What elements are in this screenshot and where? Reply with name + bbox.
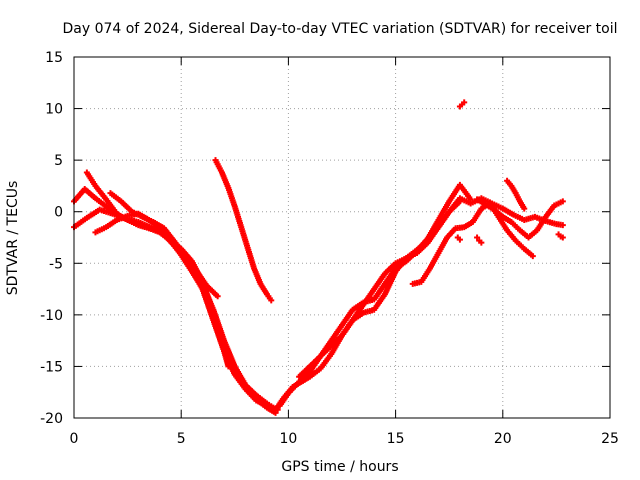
series-arc-6 bbox=[212, 157, 275, 304]
series-arc-14 bbox=[474, 234, 485, 246]
chart-title: Day 074 of 2024, Sidereal Day-to-day VTE… bbox=[62, 21, 617, 37]
data-point bbox=[268, 297, 275, 304]
series-arc-16 bbox=[555, 231, 566, 241]
series-arc-11 bbox=[474, 196, 566, 241]
y-tick-label: -5 bbox=[49, 256, 63, 272]
x-tick-label: 20 bbox=[494, 431, 512, 447]
data-point bbox=[461, 99, 468, 106]
series-arc-3 bbox=[83, 169, 232, 370]
y-tick-label: -20 bbox=[40, 411, 63, 427]
x-tick-label: 0 bbox=[70, 431, 79, 447]
x-axis-title: GPS time / hours bbox=[281, 459, 398, 475]
data-point bbox=[559, 198, 566, 205]
data-point bbox=[456, 198, 463, 205]
y-tick-label: 10 bbox=[45, 102, 63, 118]
x-tick-label: 5 bbox=[177, 431, 186, 447]
x-tick-label: 25 bbox=[601, 431, 619, 447]
y-tick-label: -15 bbox=[40, 359, 63, 375]
axis-ticks: 0 5 10 15 20 25 -20 -15 -10 -5 0 5 10 15 bbox=[40, 50, 619, 447]
data-point bbox=[474, 234, 481, 241]
series-arc-7 bbox=[272, 195, 566, 413]
data-point bbox=[521, 205, 528, 212]
data-point bbox=[467, 196, 474, 203]
grid-lines bbox=[74, 57, 610, 418]
data-point bbox=[214, 293, 221, 300]
y-tick-label: 5 bbox=[54, 153, 63, 169]
x-tick-label: 10 bbox=[279, 431, 297, 447]
y-axis-title: SDTVAR / TECUs bbox=[5, 181, 21, 296]
series-arc-12 bbox=[504, 177, 528, 212]
x-tick-label: 15 bbox=[387, 431, 405, 447]
plot-border bbox=[73, 56, 611, 419]
series-arc-13 bbox=[456, 99, 468, 110]
data-point bbox=[529, 253, 536, 260]
y-tick-label: 15 bbox=[45, 50, 63, 66]
series-arc-5 bbox=[107, 190, 221, 300]
series-arc-4 bbox=[92, 210, 281, 413]
series-arc-15 bbox=[454, 234, 463, 243]
y-tick-label: -10 bbox=[40, 308, 63, 324]
data-point bbox=[456, 236, 463, 243]
series-arc-1 bbox=[71, 186, 279, 416]
data-point bbox=[559, 222, 566, 229]
data-point bbox=[559, 234, 566, 241]
data-points bbox=[71, 99, 566, 416]
data-point bbox=[478, 239, 485, 246]
y-tick-label: 0 bbox=[54, 205, 63, 221]
series-arc-9 bbox=[296, 198, 463, 380]
